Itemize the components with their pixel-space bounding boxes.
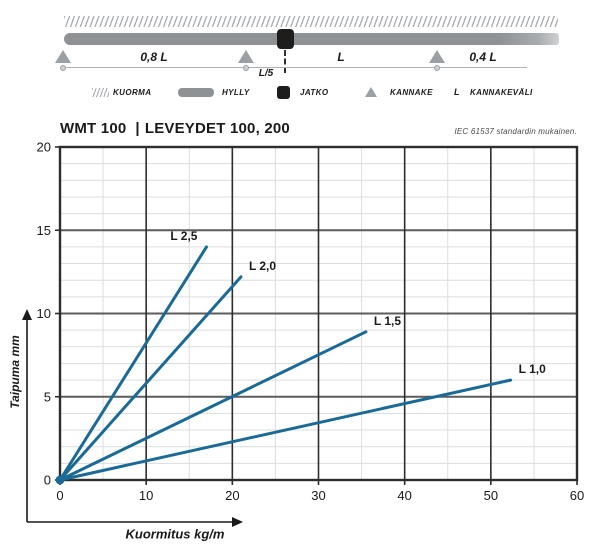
series-line bbox=[58, 245, 208, 482]
x-tick-label: 40 bbox=[397, 488, 411, 503]
legend-label-kannakevali: KANNAKEVÄLI bbox=[470, 88, 533, 97]
series-label: L 1,0 bbox=[519, 362, 546, 376]
title-series-info: LEVEYDET 100, 200 bbox=[144, 120, 290, 137]
dimension-line bbox=[63, 67, 527, 68]
series-label: L 2,0 bbox=[249, 259, 276, 273]
x-tick-label: 10 bbox=[139, 488, 153, 503]
deflection-chart: 0 10 20 30 40 50 60 0 5 10 15 20 L 2,5 L 2,0 L 1,5 L 1,… bbox=[37, 140, 585, 504]
legend-label-kannake: KANNAKE bbox=[390, 88, 433, 97]
page-title: WMT 100 | LEVEYDET 100, 200 bbox=[60, 120, 290, 137]
support-triangle-middle bbox=[238, 50, 254, 63]
series-label: L 2,5 bbox=[170, 229, 197, 243]
tray-bar bbox=[64, 33, 559, 45]
y-tick-label: 10 bbox=[37, 306, 51, 321]
y-axis-title: Taipuma mm bbox=[8, 335, 22, 409]
x-tick-label: 60 bbox=[570, 488, 584, 503]
series-label: L 1,5 bbox=[374, 314, 401, 328]
x-tick-label: 20 bbox=[225, 488, 239, 503]
letter-L-symbol: L bbox=[454, 87, 460, 97]
x-axis-arrowhead bbox=[232, 517, 243, 527]
dimension-dot-left bbox=[60, 64, 66, 71]
x-tick-label: 50 bbox=[484, 488, 498, 503]
series-line bbox=[58, 330, 368, 482]
x-tick-label: 30 bbox=[311, 488, 325, 503]
y-tick-label: 5 bbox=[44, 389, 51, 404]
legend-label-kuorma: KUORMA bbox=[113, 88, 152, 97]
y-axis-arrowhead bbox=[22, 309, 32, 320]
legend-label-jatko: JATKO bbox=[300, 88, 329, 97]
series-line bbox=[58, 275, 243, 482]
joint-square-icon bbox=[277, 86, 290, 99]
tray-bar-icon bbox=[178, 88, 214, 97]
dimension-dot-middle bbox=[243, 64, 249, 71]
legend-label-hylly: HYLLY bbox=[222, 88, 250, 97]
standard-note: IEC 61537 standardin mukainen. bbox=[454, 127, 577, 136]
title-model: WMT 100 bbox=[60, 120, 127, 137]
span-label-right: 0,4 L bbox=[469, 50, 497, 64]
support-triangle-icon bbox=[365, 87, 377, 97]
series-line bbox=[58, 378, 513, 482]
span-label-mid: L bbox=[337, 50, 345, 64]
y-tick-label: 20 bbox=[37, 140, 51, 155]
hatch-load-icon bbox=[92, 88, 109, 97]
origin-dot bbox=[55, 475, 65, 485]
x-axis-title: Kuormitus kg/m bbox=[125, 526, 225, 542]
support-triangle-left bbox=[55, 50, 71, 63]
x-tick-label: 0 bbox=[56, 488, 63, 503]
span-label-left: 0,8 L bbox=[140, 50, 168, 64]
load-hatch-strip bbox=[64, 16, 558, 27]
joint-marker bbox=[277, 29, 294, 49]
y-tick-label: 0 bbox=[44, 473, 51, 488]
joint-offset-label: L/5 bbox=[258, 68, 274, 79]
dimension-dot-right bbox=[434, 64, 440, 71]
y-tick-label: 15 bbox=[37, 223, 51, 238]
title-divider: | bbox=[135, 120, 140, 137]
chart-canvas: 0 10 20 30 40 50 60 0 5 10 15 20 L 2,5 L 2,0 L 1,5 L 1,… bbox=[37, 140, 585, 504]
joint-dashed-line bbox=[284, 50, 286, 73]
support-triangle-right bbox=[429, 50, 445, 63]
